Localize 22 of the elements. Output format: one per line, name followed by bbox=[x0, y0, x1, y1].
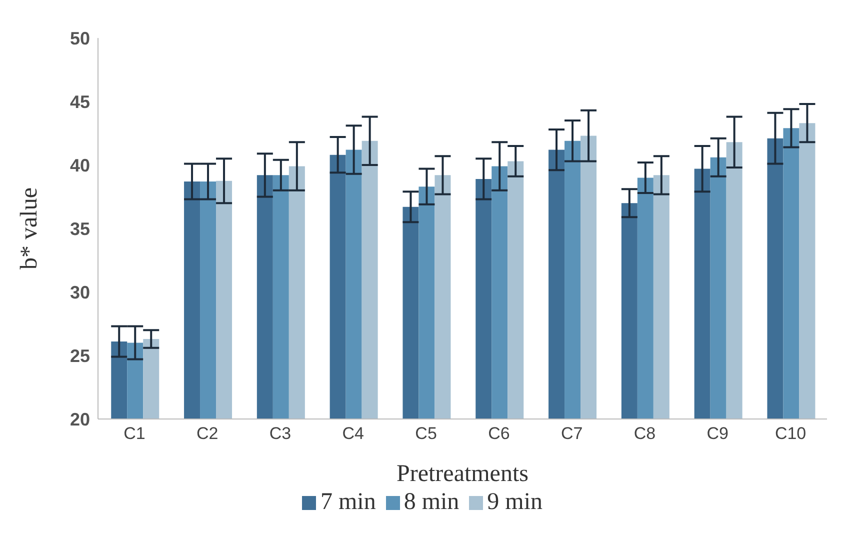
y-tick-label: 40 bbox=[70, 155, 90, 176]
legend-label: 9 min bbox=[487, 489, 543, 515]
x-tick-label: C9 bbox=[706, 424, 729, 444]
legend-label: 7 min bbox=[320, 489, 376, 515]
y-tick-label: 25 bbox=[70, 346, 90, 366]
x-tick-label: C5 bbox=[415, 424, 437, 444]
x-tick-label: C2 bbox=[196, 424, 218, 444]
x-tick-label: C8 bbox=[634, 424, 656, 444]
legend-label: 8 min bbox=[404, 489, 460, 515]
y-tick-label: 35 bbox=[70, 218, 90, 239]
x-tick-label: C1 bbox=[124, 424, 146, 444]
x-tick-label: C3 bbox=[269, 424, 292, 444]
y-tick-label: 50 bbox=[70, 28, 90, 48]
x-tick-label: C7 bbox=[560, 424, 583, 444]
x-axis-title: Pretreatments bbox=[396, 461, 528, 487]
y-tick-label: 20 bbox=[70, 409, 90, 430]
y-tick-label: 45 bbox=[70, 92, 90, 112]
y-axis-title: b* value bbox=[16, 188, 43, 270]
y-tick-label: 30 bbox=[70, 282, 90, 302]
x-tick-label: C10 bbox=[774, 424, 806, 444]
x-tick-label: C6 bbox=[488, 424, 510, 444]
x-tick-label: C4 bbox=[342, 424, 364, 444]
